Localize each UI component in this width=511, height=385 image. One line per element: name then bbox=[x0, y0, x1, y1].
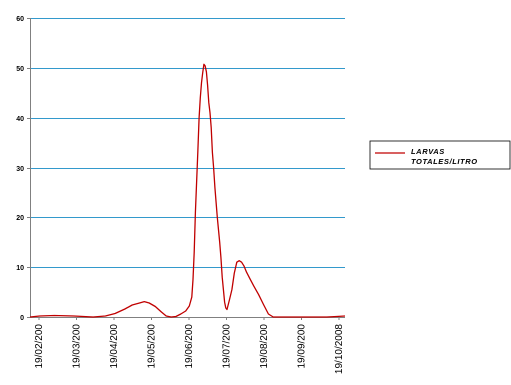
y-tick-label-30: 30 bbox=[16, 166, 24, 173]
x-tick-label-2: 19/04/200 bbox=[109, 324, 120, 369]
legend-label-line-1: LARVAS bbox=[411, 147, 445, 156]
y-axis-ticks: 0 10 20 30 40 50 60 bbox=[16, 16, 30, 322]
y-tick-label-60: 60 bbox=[16, 16, 24, 23]
x-tick-label-8: 19/10/2008 bbox=[334, 324, 345, 374]
x-tick-label-3: 19/05/200 bbox=[147, 324, 158, 369]
x-axis-ticks: 19/02/200 19/03/200 19/04/200 19/05/200 19/0… bbox=[34, 317, 345, 374]
legend-label-line-2: TOTALES/LITRO bbox=[411, 157, 478, 166]
x-tick-label-1: 19/03/200 bbox=[72, 324, 83, 369]
y-tick-label-0: 0 bbox=[20, 315, 24, 322]
series-layer bbox=[29, 63, 346, 318]
x-tick-label-4: 19/06/200 bbox=[184, 324, 195, 369]
series-line-0 bbox=[29, 63, 346, 318]
y-tick-label-50: 50 bbox=[16, 66, 24, 73]
legend-box bbox=[369, 140, 511, 170]
y-tick-label-10: 10 bbox=[16, 265, 24, 272]
gridlines bbox=[30, 18, 345, 268]
x-tick-label-0: 19/02/200 bbox=[34, 324, 45, 369]
x-tick-label-7: 19/09/200 bbox=[297, 324, 308, 369]
legend: LARVAS TOTALES/LITRO bbox=[369, 140, 511, 170]
y-tick-label-40: 40 bbox=[16, 116, 24, 123]
x-tick-label-5: 19/07/200 bbox=[222, 324, 233, 369]
x-tick-label-6: 19/08/200 bbox=[259, 324, 270, 369]
y-tick-label-20: 20 bbox=[16, 215, 24, 222]
